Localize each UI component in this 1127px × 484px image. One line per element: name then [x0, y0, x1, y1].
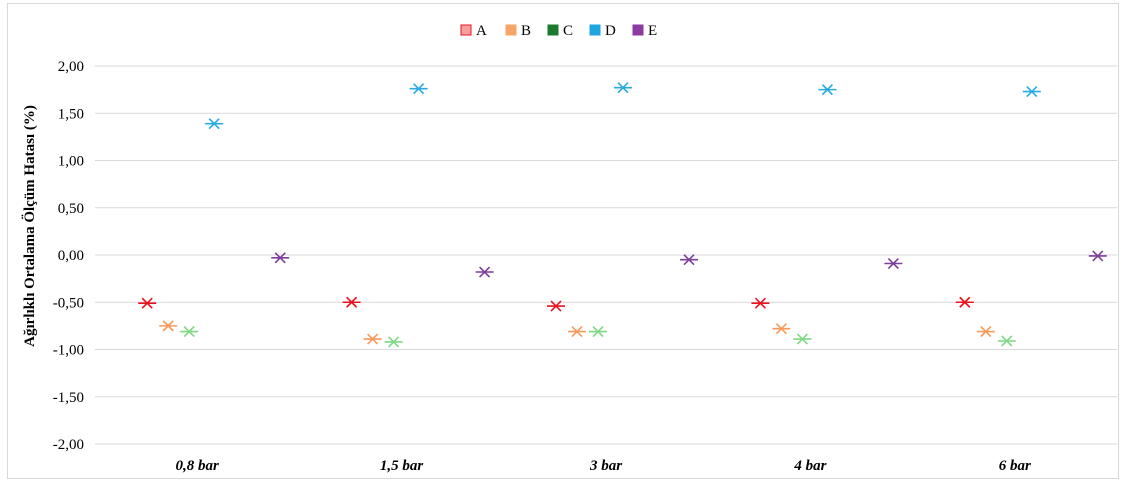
y-tick-label: 0,00: [58, 248, 84, 264]
x-tick-label: 3 bar: [589, 458, 622, 474]
data-point-a: [547, 300, 565, 312]
legend-swatch: [547, 24, 559, 36]
data-point-a: [751, 297, 770, 309]
y-axis-label: Ağırlıklı Ortalama Ölçüm Hatası (%): [21, 105, 38, 347]
legend-label: C: [563, 23, 573, 39]
x-tick-labels: 0,8 bar 1,5 bar 3 bar 4 bar 6 bar: [176, 458, 1031, 474]
data-point-c: [180, 325, 199, 338]
legend-label: D: [605, 23, 616, 39]
gridlines: [95, 65, 1117, 445]
x-tick-label: 4 bar: [793, 458, 826, 474]
x-tick-label: 1,5 bar: [380, 458, 424, 474]
data-point-d: [1022, 85, 1041, 98]
y-tick-label: -1,00: [53, 343, 84, 359]
data-point-e: [680, 254, 698, 266]
data-point-e: [884, 257, 903, 270]
y-tick-label: 1,50: [58, 106, 84, 122]
legend-item-e: E: [632, 23, 657, 39]
y-tick-label: 2,00: [58, 59, 84, 75]
y-tick-label: 1,00: [58, 154, 84, 170]
chart-frame: [7, 3, 1119, 479]
legend-label: E: [648, 23, 657, 39]
data-point-c: [997, 335, 1016, 347]
data-point-d: [205, 118, 224, 130]
data-points: [138, 82, 1107, 348]
legend-label: B: [521, 23, 531, 39]
data-point-b: [159, 320, 178, 332]
data-point-b: [568, 325, 586, 338]
data-point-d: [818, 84, 837, 96]
data-point-c: [793, 333, 812, 345]
data-point-a: [342, 296, 361, 308]
y-tick-labels: 2,00 1,50 1,00 0,50 0,00 -0,50 -1,00 -1,50 -2,00: [53, 59, 84, 453]
y-tick-label: -2,00: [53, 437, 84, 453]
data-point-d: [614, 82, 632, 94]
data-point-a: [955, 296, 974, 308]
data-point-b: [772, 323, 791, 335]
data-point-b: [363, 333, 382, 345]
data-point-e: [1088, 250, 1107, 262]
legend-item-a: A: [460, 23, 487, 39]
data-point-d: [409, 83, 428, 95]
data-point-e: [271, 252, 290, 264]
data-point-b: [976, 325, 995, 338]
legend-item-c: C: [547, 23, 573, 39]
x-tick-label: 0,8 bar: [176, 458, 220, 474]
data-point-c: [589, 325, 607, 338]
legend-item-d: D: [589, 23, 616, 39]
data-point-e: [475, 266, 494, 278]
y-tick-label: -0,50: [53, 295, 84, 311]
legend-swatch: [589, 24, 601, 36]
data-point-a: [138, 297, 157, 309]
legend-label: A: [476, 23, 487, 39]
legend-swatch: [460, 24, 472, 36]
legend-item-b: B: [505, 23, 531, 39]
data-point-c: [384, 336, 403, 348]
y-tick-label: 0,50: [58, 201, 84, 217]
legend-swatch: [632, 24, 644, 36]
legend-swatch: [505, 24, 517, 36]
y-tick-label: -1,50: [53, 390, 84, 406]
legend: A B C D E: [460, 23, 657, 39]
x-tick-label: 6 bar: [999, 458, 1031, 474]
